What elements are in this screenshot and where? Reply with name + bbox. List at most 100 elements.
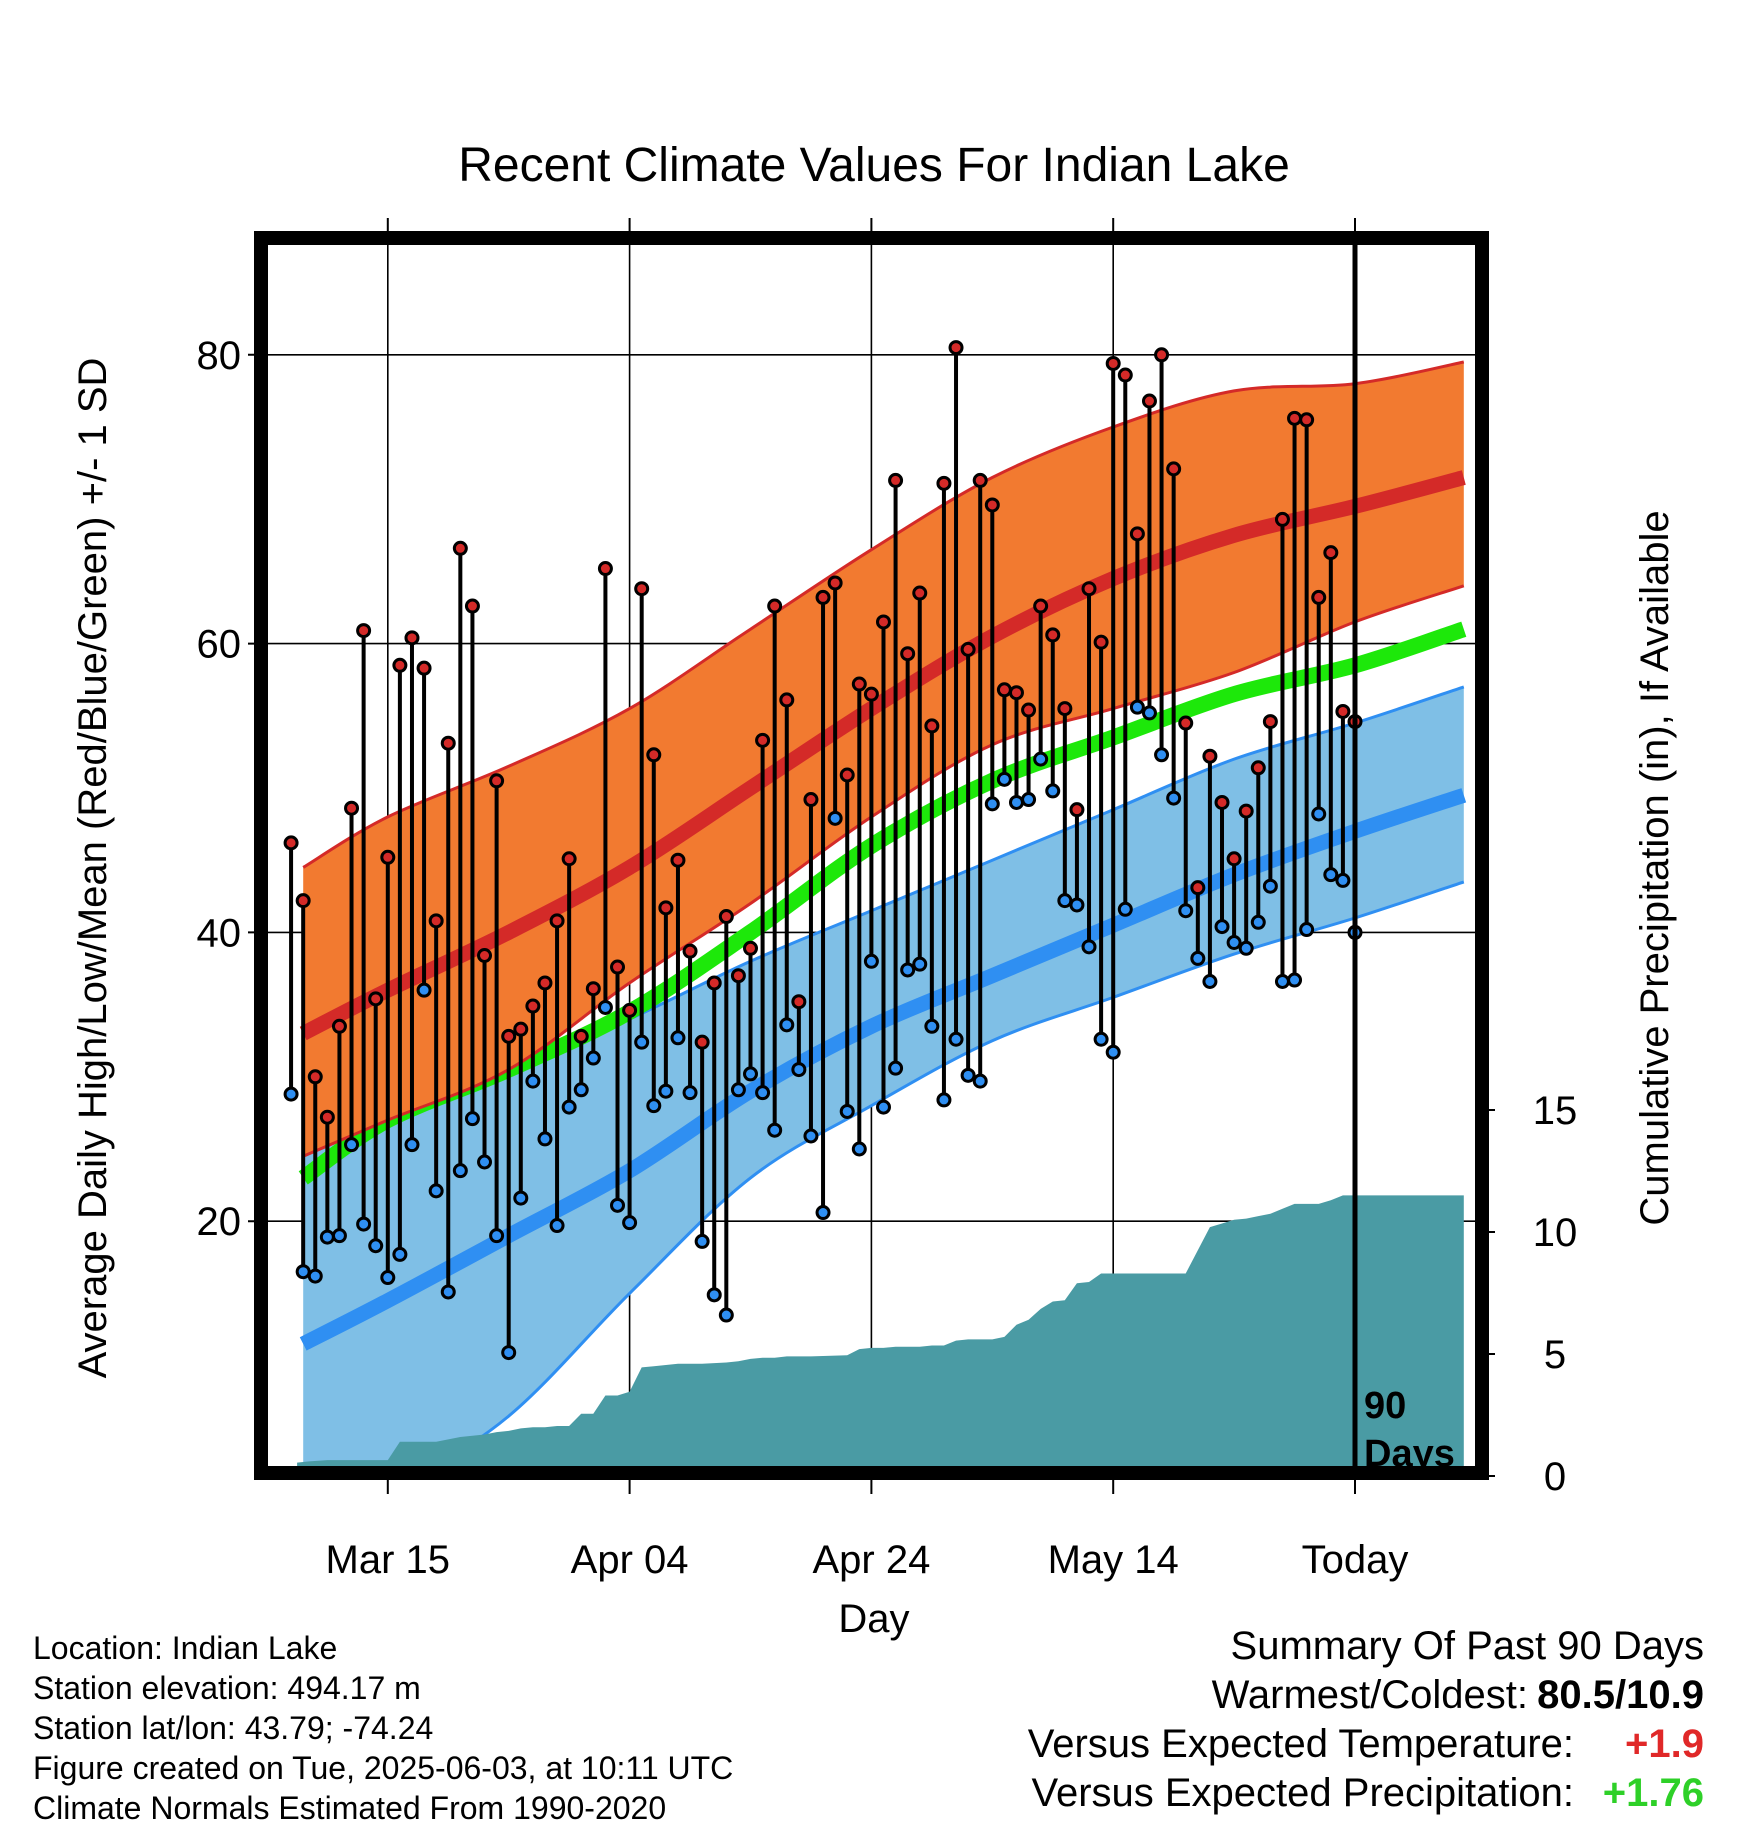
daily-high-point (525, 998, 541, 1014)
daily-low-point (597, 999, 613, 1015)
daily-low-point (1154, 747, 1170, 763)
daily-high-point (972, 472, 988, 488)
plot-frame (254, 231, 1489, 1480)
x-tick-label: Apr 04 (571, 1538, 689, 1582)
precip-anomaly-label: Versus Expected Precipitation: (1031, 1771, 1574, 1815)
y-tick-label: 20 (197, 1200, 242, 1244)
daily-low-point (1238, 940, 1254, 956)
daily-high-point (996, 682, 1012, 698)
daily-low-point (1033, 751, 1049, 767)
daily-high-point (440, 735, 456, 751)
daily-low-point (839, 1103, 855, 1119)
daily-low-point (392, 1246, 408, 1262)
daily-high-point (936, 475, 952, 491)
created-text: Figure created on Tue, 2025-06-03, at 10… (33, 1750, 734, 1786)
daily-high-point (743, 940, 758, 956)
daily-high-point (1335, 703, 1351, 719)
daily-low-point (936, 1092, 952, 1108)
daily-high-point (1045, 627, 1061, 643)
today-marker-label: 90 Days (1364, 1385, 1455, 1475)
daily-low-point (1323, 867, 1339, 883)
daily-high-point (694, 1034, 710, 1050)
daily-low-point (307, 1268, 323, 1284)
daily-low-point (1287, 972, 1303, 988)
daily-high-point (706, 975, 722, 991)
daily-high-point (1021, 702, 1037, 718)
daily-high-point (1190, 880, 1206, 896)
daily-low-point (1117, 901, 1133, 917)
normal-low-line (299, 788, 1467, 1351)
daily-high-point (1093, 634, 1109, 650)
daily-low-point (984, 796, 1000, 812)
precip-anomaly-value: +1.76 (1602, 1771, 1704, 1815)
temp-anomaly-label: Versus Expected Temperature: (1027, 1722, 1574, 1766)
y-tick-label: 40 (197, 911, 242, 955)
daily-high-point (875, 614, 891, 630)
daily-high-point (428, 913, 444, 929)
daily-high-point (489, 773, 505, 789)
x-tick-label: Mar 15 (326, 1538, 451, 1582)
daily-high-point (1250, 760, 1266, 776)
daily-low-point (404, 1137, 420, 1153)
daily-low-point (670, 1030, 686, 1046)
daily-low-point (356, 1216, 372, 1232)
location-text: Location: Indian Lake (33, 1630, 338, 1666)
daily-high-point (1238, 803, 1254, 819)
daily-low-point (585, 1050, 601, 1066)
y-tick-label: 80 (197, 334, 242, 378)
daily-low-point (1274, 973, 1290, 989)
y2-tick-label: 15 (1533, 1089, 1578, 1133)
daily-low-point (960, 1067, 976, 1083)
daily-high-point (1057, 701, 1073, 717)
daily-high-point (1154, 347, 1170, 363)
daily-low-point (561, 1099, 577, 1115)
daily-low-point (706, 1287, 722, 1303)
daily-low-point (452, 1163, 468, 1179)
daily-low-point (1105, 1044, 1121, 1060)
daily-low-point (658, 1083, 674, 1099)
daily-low-point (344, 1137, 360, 1153)
daily-low-point (380, 1270, 396, 1286)
y-tick-label: 60 (197, 623, 242, 667)
daily-low-point (622, 1215, 638, 1231)
daily-high-point (1214, 794, 1230, 810)
daily-high-point (658, 900, 674, 916)
daily-low-point (573, 1082, 589, 1098)
daily-high-point (610, 959, 626, 975)
daily-high-point (585, 981, 601, 997)
daily-high-point (1202, 748, 1218, 764)
daily-high-point (1129, 526, 1145, 542)
precip-area (297, 1195, 1464, 1466)
summary-warmest-row: Warmest/Coldest: 80.5/10.9 (1028, 1671, 1704, 1720)
daily-high-point (295, 893, 311, 909)
daily-high-point (1117, 367, 1133, 383)
daily-low-point (537, 1131, 553, 1147)
daily-low-point (1226, 935, 1242, 951)
daily-high-point (779, 692, 795, 708)
summary-panel: Summary Of Past 90 Days Warmest/Coldest:… (1028, 1622, 1704, 1818)
daily-low-point (972, 1073, 988, 1089)
daily-low-point (501, 1345, 517, 1361)
daily-low-point (767, 1122, 783, 1138)
daily-low-point (428, 1183, 444, 1199)
warmest-label: Warmest/Coldest: (1211, 1673, 1528, 1717)
daily-low-point (549, 1218, 565, 1234)
daily-low-point (1250, 914, 1266, 930)
daily-high-point (1274, 511, 1290, 527)
daily-low-point (1335, 872, 1351, 888)
daily-high-point (283, 835, 299, 851)
daily-high-point (1081, 581, 1097, 597)
daily-low-point (368, 1238, 384, 1254)
daily-low-point (803, 1128, 819, 1144)
daily-low-point (1129, 699, 1145, 715)
summary-temp-row: Versus Expected Temperature: +1.9 (1028, 1720, 1704, 1769)
daily-low-point (1299, 922, 1315, 938)
latlon-text: Station lat/lon: 43.79; -74.24 (33, 1710, 434, 1746)
daily-high-point (416, 660, 432, 676)
station-info: Location: Indian Lake Station elevation:… (33, 1628, 733, 1828)
daily-low-point (295, 1264, 311, 1280)
daily-low-point (875, 1099, 891, 1115)
daily-high-point (827, 575, 843, 591)
daily-high-point (513, 1021, 529, 1037)
daily-high-point (815, 589, 831, 605)
